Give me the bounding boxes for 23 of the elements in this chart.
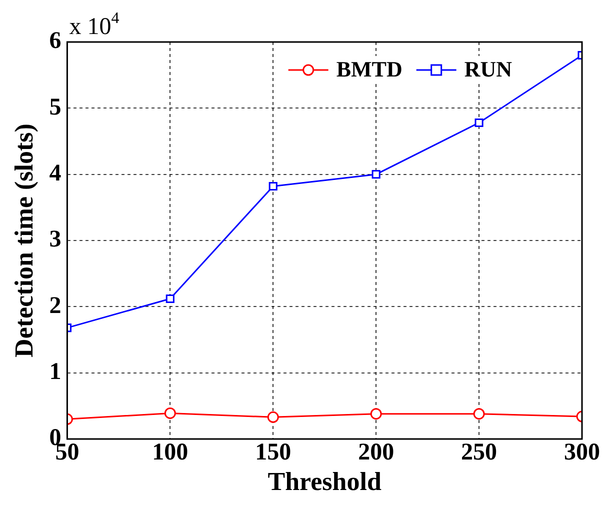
y-tick-label: 6	[49, 28, 62, 54]
x-tick-label: 100	[152, 440, 188, 466]
y-axis-title: Detection time (slots)	[9, 124, 38, 358]
point	[370, 408, 382, 420]
y-tick-label: 4	[49, 160, 62, 187]
y-tick-label: 3	[49, 226, 62, 253]
y-tick-label: 5	[49, 94, 62, 120]
x-axis-title: Threshold	[268, 467, 382, 496]
point	[166, 294, 174, 304]
x-tick-label: 250	[461, 440, 498, 466]
x-tick-label: 300	[564, 440, 600, 466]
point	[473, 408, 485, 420]
x-tick-label: 150	[255, 440, 292, 466]
point	[164, 407, 176, 419]
y-tick-label: 1	[49, 359, 62, 386]
x-tick-label: 200	[358, 440, 394, 466]
legend-label: RUN	[464, 56, 512, 82]
legend-label: BMTD	[336, 56, 402, 82]
point	[474, 118, 484, 128]
point	[372, 170, 380, 179]
point	[267, 411, 279, 423]
y-tick-label: 2	[49, 292, 62, 319]
point	[268, 182, 278, 191]
